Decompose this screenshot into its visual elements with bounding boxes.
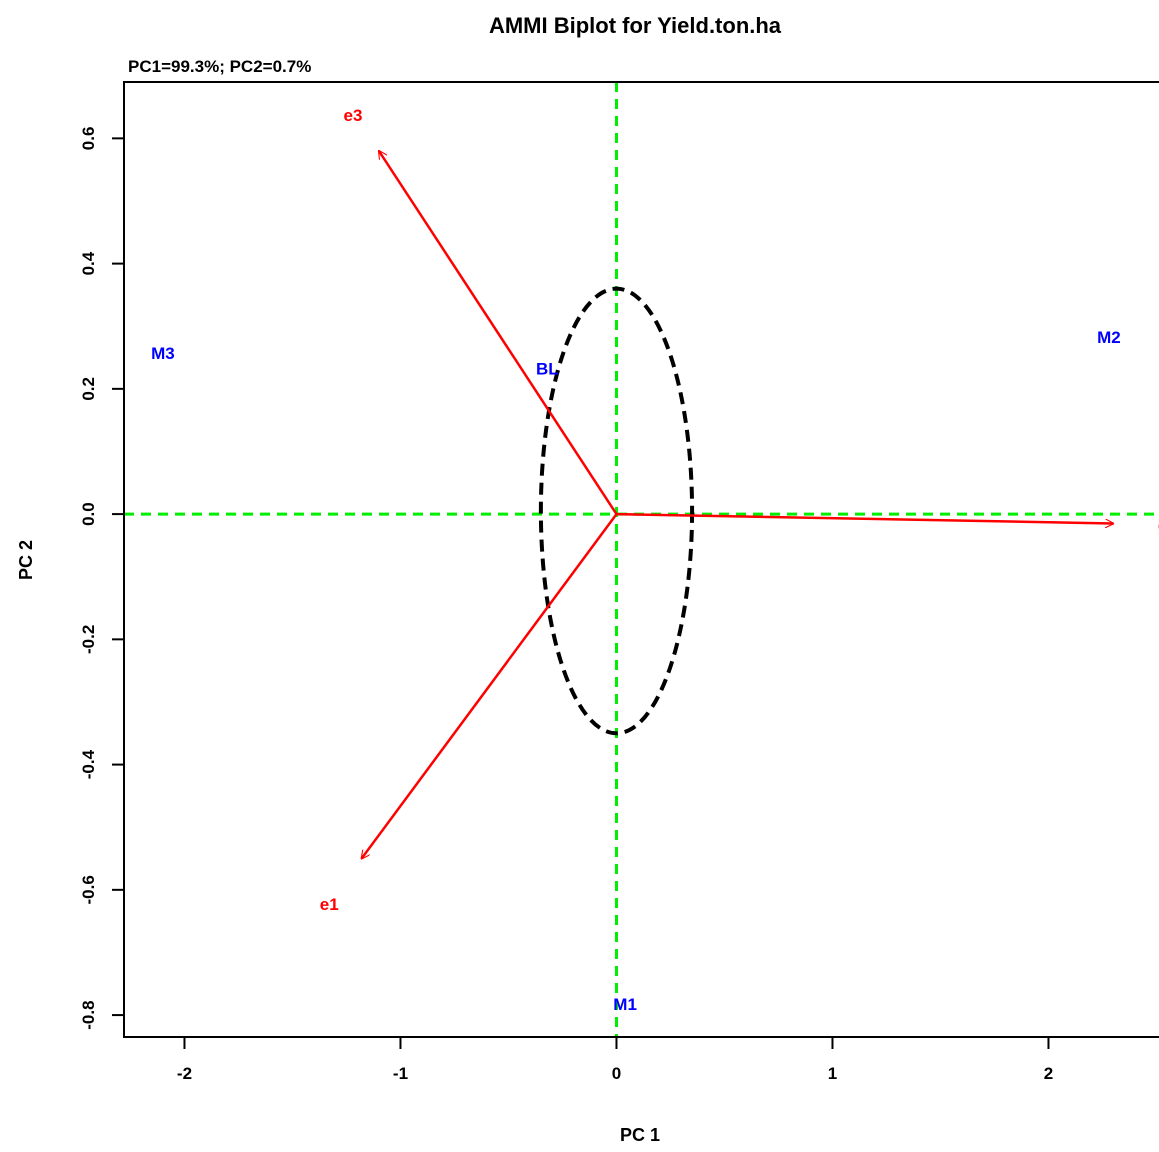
confidence-ellipse (538, 286, 695, 736)
y-tick-label: 0.2 (79, 377, 98, 401)
environment-label-e2: e2 (1158, 516, 1159, 535)
chart-subtitle: PC1=99.3%; PC2=0.7% (128, 57, 311, 76)
y-tick-label: -0.2 (79, 625, 98, 654)
y-tick-label: -0.6 (79, 875, 98, 904)
x-axis-label: PC 1 (620, 1125, 660, 1145)
chart-title: AMMI Biplot for Yield.ton.ha (489, 13, 782, 38)
x-tick-label: 0 (612, 1064, 621, 1083)
y-axis-label: PC 2 (16, 540, 36, 580)
y-tick-label: -0.8 (79, 1000, 98, 1029)
y-tick-label: -0.4 (79, 749, 98, 779)
point-labels: e3 e2 e1 M3 BL M2 M1 (151, 106, 1159, 1014)
x-axis: -2 -1 0 1 2 (177, 1037, 1053, 1083)
x-tick-label: -1 (393, 1064, 408, 1083)
genotype-label-M1: M1 (613, 995, 637, 1014)
y-tick-label: 0.0 (79, 502, 98, 526)
environment-label-e1: e1 (320, 895, 339, 914)
x-tick-label: 1 (828, 1064, 837, 1083)
genotype-label-M3: M3 (151, 344, 175, 363)
plot-frame (123, 81, 1159, 1038)
genotype-label-BL: BL (536, 360, 559, 379)
reference-lines (124, 82, 1159, 1037)
ellipse-layer (538, 286, 695, 736)
x-tick-label: -2 (177, 1064, 192, 1083)
x-tick-label: 2 (1044, 1064, 1053, 1083)
vector-e2 (616, 512, 1113, 523)
y-tick-label: 0.4 (79, 251, 98, 275)
y-tick-label: 0.6 (79, 127, 98, 151)
genotype-label-M2: M2 (1097, 328, 1121, 347)
environment-label-e3: e3 (343, 106, 362, 125)
environment-vectors (362, 151, 1114, 859)
y-axis: -0.8 -0.6 -0.4 -0.2 0.0 0.2 0.4 0.6 (79, 127, 124, 1030)
vector-e1 (362, 513, 618, 858)
vector-e3 (379, 151, 618, 515)
